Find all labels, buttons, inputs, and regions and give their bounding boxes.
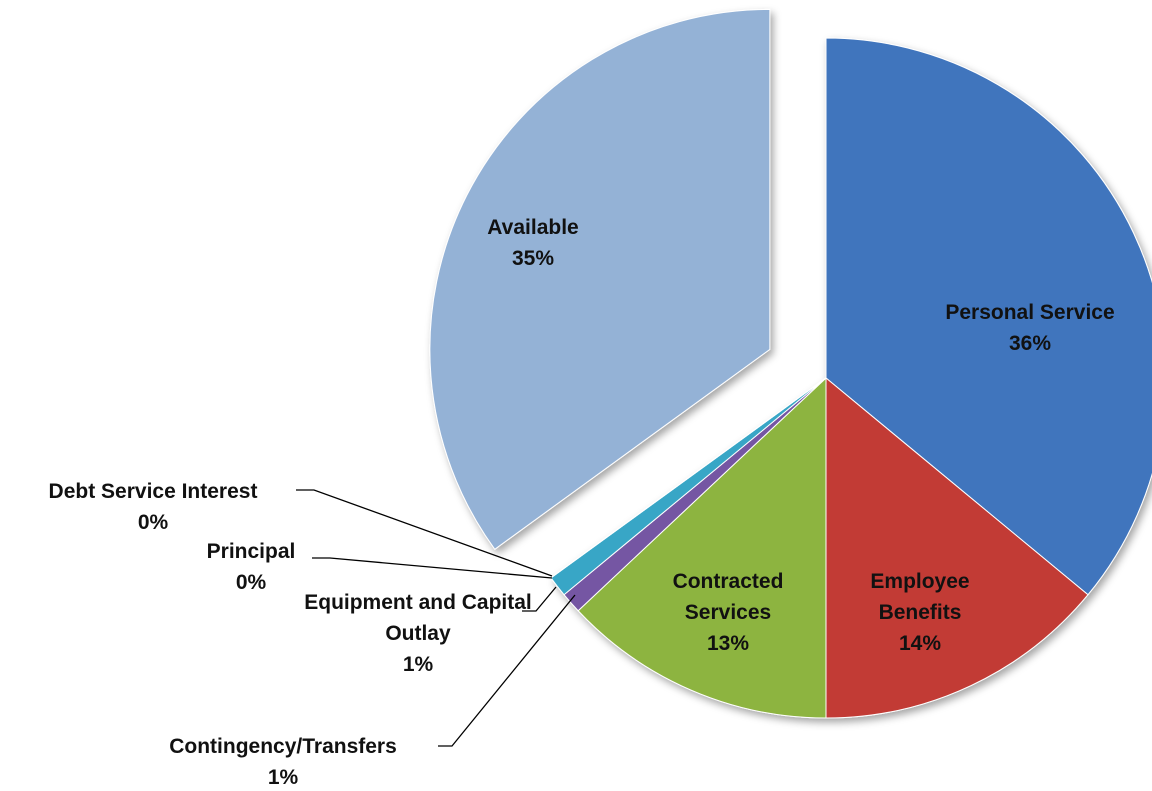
- percent-label: 0%: [235, 571, 267, 594]
- leader-line: [312, 557, 553, 579]
- leader-lines: [296, 489, 576, 747]
- percent-label: 1%: [267, 766, 299, 789]
- category-name: Debt Service Interest: [48, 480, 258, 503]
- slice-label: Contingency/Transfers 1%: [133, 731, 433, 791]
- percent-label: 36%: [1008, 332, 1052, 355]
- percent-label: 1%: [402, 653, 434, 676]
- slice-label: Employee Benefits 14%: [845, 566, 995, 659]
- slice-label: Debt Service Interest 0%: [0, 476, 313, 538]
- category-name: Available: [487, 216, 579, 239]
- category-name: Equipment and Capital Outlay: [304, 591, 532, 645]
- slice-label: Contracted Services 13%: [648, 566, 808, 659]
- category-name: Employee Benefits: [870, 570, 970, 624]
- slice-label: Personal Service 36%: [900, 297, 1152, 359]
- category-name: Principal: [206, 540, 296, 563]
- category-name: Contracted Services: [672, 570, 784, 624]
- percent-label: 13%: [706, 632, 750, 655]
- pie-slice: [429, 8, 771, 550]
- category-name: Contingency/Transfers: [169, 735, 397, 758]
- leader-line: [296, 489, 553, 577]
- percent-label: 35%: [511, 247, 555, 270]
- leader-line: [522, 586, 557, 612]
- pie-slice: [825, 376, 1089, 719]
- percent-label: 14%: [898, 632, 942, 655]
- leader-line: [438, 594, 576, 747]
- slice-label: Principal 0%: [171, 536, 331, 598]
- pie-slice: [825, 37, 1152, 596]
- pie-slice: [577, 376, 827, 719]
- percent-label: 0%: [137, 511, 169, 534]
- slice-label: Equipment and Capital Outlay 1%: [303, 587, 533, 680]
- category-name: Personal Service: [945, 301, 1115, 324]
- slices: [429, 8, 1152, 719]
- slice-label: Available 35%: [433, 212, 633, 274]
